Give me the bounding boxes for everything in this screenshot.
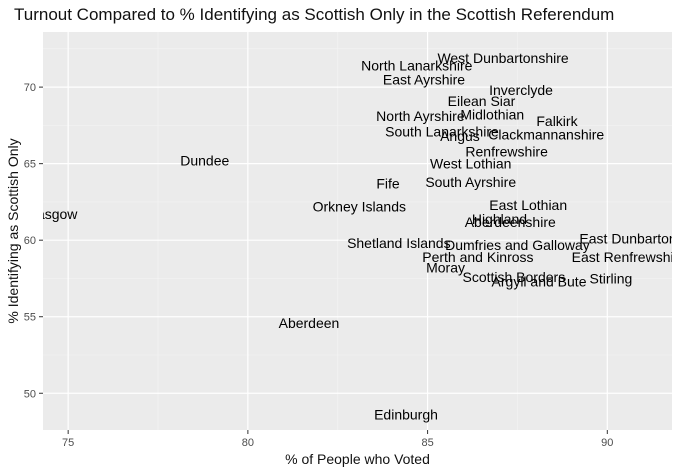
- point-label: Dumfries and Galloway: [445, 237, 590, 253]
- point-label: Highland: [472, 211, 527, 227]
- plot-panel: [43, 32, 672, 430]
- y-tick-label: 55: [24, 312, 36, 324]
- point-label: Aberdeenshire: [465, 214, 556, 230]
- point-label: Midlothian: [460, 107, 524, 123]
- point-label: Eilean Siar: [448, 93, 516, 109]
- point-label: Moray: [426, 260, 465, 276]
- point-label: Fife: [376, 176, 400, 192]
- grid-major: [43, 32, 672, 430]
- point-label: North Ayrshire: [376, 108, 465, 124]
- point-label: Scottish Borders: [462, 269, 565, 285]
- point-label: Aberdeen: [279, 315, 340, 331]
- y-tick-label: 50: [24, 388, 36, 400]
- x-axis-title: % of People who Voted: [285, 451, 430, 467]
- point-label: East Dunbartonshire: [579, 231, 679, 247]
- y-axis-title: % Identifying as Scottish Only: [5, 138, 21, 323]
- point-label: East Lothian: [489, 197, 567, 213]
- x-tick-label: 90: [601, 437, 613, 449]
- x-tick-label: 75: [62, 437, 74, 449]
- point-label: North Lanarkshire: [361, 58, 472, 74]
- y-tick-label: 60: [24, 235, 36, 247]
- point-label: Shetland Islands: [347, 235, 451, 251]
- point-label: Glasgow: [23, 206, 78, 222]
- point-label: Inverclyde: [489, 82, 553, 98]
- point-label: Argyll and Bute: [492, 274, 587, 290]
- y-axis-ticks: 50 55 60 65 70: [24, 82, 43, 400]
- chart-title: Turnout Compared to % Identifying as Sco…: [14, 5, 615, 24]
- x-tick-label: 85: [421, 437, 433, 449]
- y-tick-label: 70: [24, 82, 36, 94]
- point-label: East Ayrshire: [383, 71, 465, 87]
- point-label: East Renfrewshire: [572, 249, 679, 265]
- x-tick-label: 80: [242, 437, 254, 449]
- point-label: South Ayrshire: [425, 174, 516, 190]
- point-label: Edinburgh: [374, 407, 438, 423]
- point-label: Perth and Kinross: [422, 249, 533, 265]
- x-axis-ticks: 75 80 85 90: [62, 430, 613, 449]
- point-label: Renfrewshire: [465, 143, 548, 159]
- point-label: West Dunbartonshire: [437, 50, 568, 66]
- point-label: Orkney Islands: [313, 199, 406, 215]
- point-label: Stirling: [589, 270, 632, 286]
- grid-minor: [43, 32, 672, 430]
- point-label: Clackmannanshire: [488, 127, 604, 143]
- point-label: Angus: [440, 128, 480, 144]
- point-label: Falkirk: [536, 113, 578, 129]
- point-label: South Lanarkshire: [385, 124, 499, 140]
- point-label: West Lothian: [430, 156, 511, 172]
- point-label: Dundee: [180, 153, 229, 169]
- y-tick-label: 65: [24, 159, 36, 171]
